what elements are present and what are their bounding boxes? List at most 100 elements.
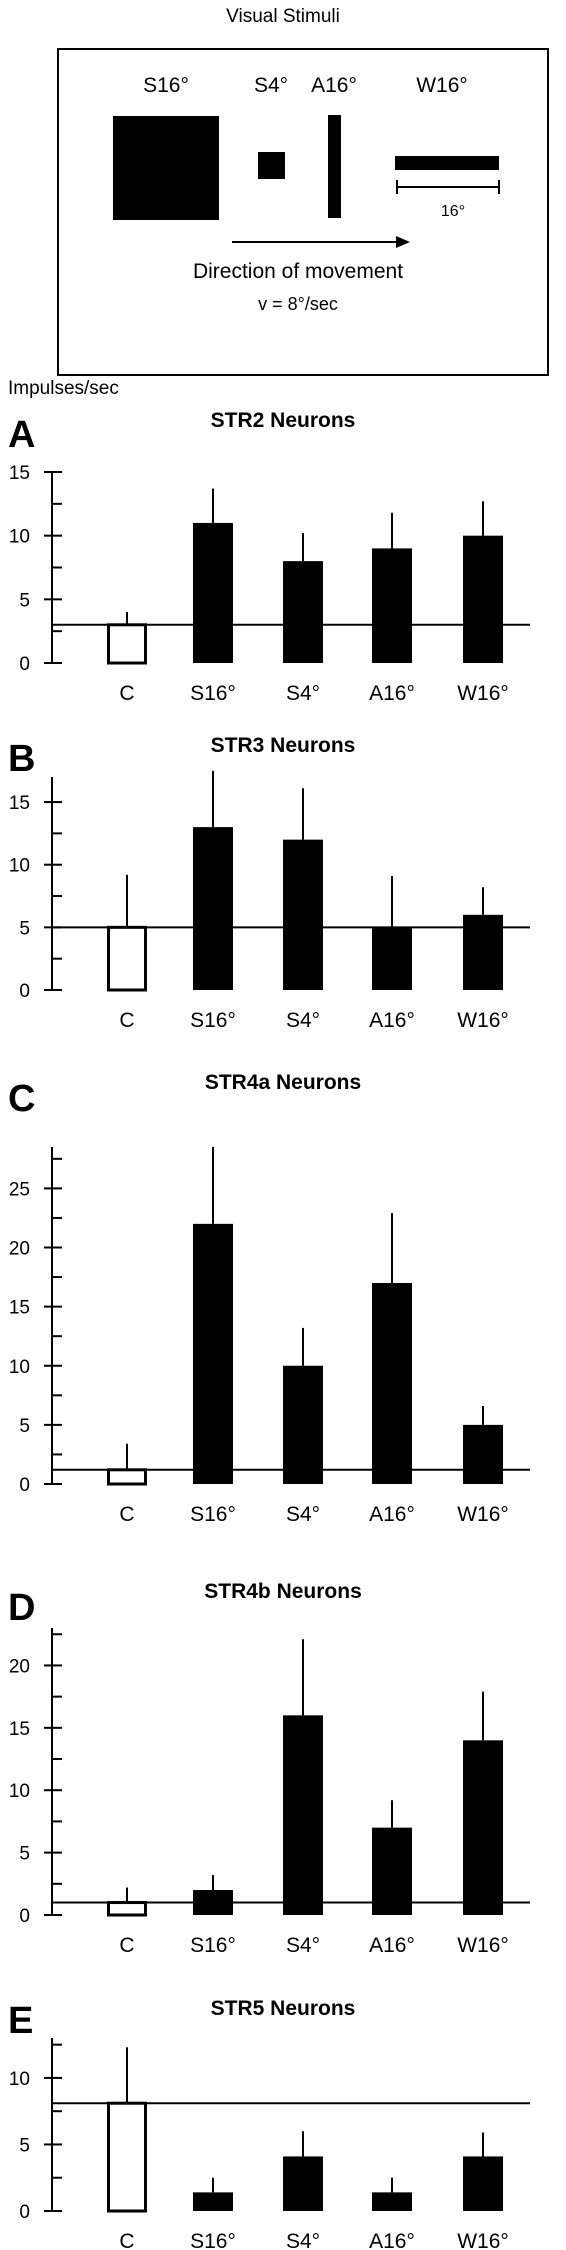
bar-c-1: [193, 1223, 233, 1484]
y-tick-label-d: 10: [9, 1781, 30, 1802]
x-tick-label-b: A16°: [369, 1009, 415, 1032]
velocity-label: v = 8°/sec: [258, 294, 338, 314]
x-tick-label-b: S4°: [286, 1009, 320, 1032]
bar-e-1: [193, 2192, 233, 2211]
bar-c-4: [463, 1424, 503, 1484]
x-tick-label-d: W16°: [457, 1934, 509, 1957]
chart-title-b: STR3 Neurons: [211, 734, 356, 757]
x-tick-label-e: S16°: [190, 2230, 236, 2250]
bar-a-2: [283, 561, 323, 663]
stimulus-shape-s16: [113, 116, 219, 220]
bar-e-4: [463, 2156, 503, 2211]
bar-b-0: [107, 925, 147, 992]
panel-letter-b: B: [8, 738, 35, 780]
chart-panel-b: B STR3 Neurons 0 5 10 15 C S16° S4° A16° W16°: [8, 734, 530, 1032]
stimuli-frame: [57, 48, 549, 376]
stimuli-title: Visual Stimuli: [226, 6, 340, 27]
scale-bar-label: 16°: [441, 203, 465, 220]
x-tick-label-c: C: [119, 1503, 134, 1526]
bar-a-3: [372, 548, 412, 663]
x-tick-label-d: C: [119, 1934, 134, 1957]
x-tick-label-b: C: [119, 1009, 134, 1032]
x-tick-label-a: S16°: [190, 682, 236, 705]
y-tick-label-c: 15: [9, 1298, 30, 1319]
stimulus-shape-w16: [395, 156, 499, 170]
bar-c-3: [372, 1282, 412, 1484]
stimulus-label-s16: S16°: [143, 74, 189, 97]
stimulus-label-s4: S4°: [254, 74, 288, 97]
y-tick-label-d: 15: [9, 1719, 30, 1740]
bar-a-0: [107, 623, 147, 665]
chart-panel-e: E STR5 Neurons 0 5 10 C S16° S4° A16° W16°: [8, 1997, 530, 2250]
y-tick-label-a: 5: [19, 590, 30, 611]
panel-letter-d: D: [8, 1587, 35, 1629]
bar-a-4: [463, 535, 503, 663]
y-tick-label-c: 20: [9, 1239, 30, 1260]
y-tick-label-a: 10: [9, 527, 30, 548]
bar-d-0: [107, 1901, 147, 1917]
scale-bar: [396, 180, 500, 194]
y-tick-label-c: 25: [9, 1179, 30, 1200]
direction-label: Direction of movement: [193, 260, 403, 283]
y-tick-label-a: 0: [19, 654, 30, 675]
x-tick-label-e: S4°: [286, 2230, 320, 2250]
x-tick-label-c: W16°: [457, 1503, 509, 1526]
bar-e-2: [283, 2156, 323, 2211]
y-tick-label-c: 10: [9, 1357, 30, 1378]
chart-panels: A STR2 Neurons 0 5 10 15 C S16° S4° A16° W16° B STR3…: [8, 409, 530, 2250]
y-tick-label-e: 10: [9, 2069, 30, 2090]
stimuli-schematic: Visual Stimuli S16° S4° A16° W16° 16° Di…: [57, 6, 549, 376]
stimulus-label-a16: A16°: [311, 74, 357, 97]
x-tick-label-a: S4°: [286, 682, 320, 705]
bar-d-2: [283, 1715, 323, 1915]
bar-c-2: [283, 1365, 323, 1484]
y-tick-label-d: 20: [9, 1656, 30, 1677]
bar-b-2: [283, 839, 323, 990]
y-tick-label-c: 5: [19, 1416, 30, 1437]
chart-title-d: STR4b Neurons: [204, 1580, 362, 1603]
bar-b-4: [463, 914, 503, 990]
x-tick-label-e: C: [119, 2230, 134, 2250]
y-tick-label-d: 5: [19, 1844, 30, 1865]
x-tick-label-a: W16°: [457, 682, 509, 705]
chart-title-a: STR2 Neurons: [211, 409, 356, 432]
bar-a-1: [193, 522, 233, 663]
x-tick-label-e: W16°: [457, 2230, 509, 2250]
x-tick-label-b: S16°: [190, 1009, 236, 1032]
panel-letter-e: E: [8, 2000, 33, 2042]
y-tick-label-c: 0: [19, 1475, 30, 1496]
x-tick-label-d: S4°: [286, 1934, 320, 1957]
x-tick-label-c: S16°: [190, 1503, 236, 1526]
y-tick-label-b: 5: [19, 918, 30, 939]
direction-arrow: [232, 236, 410, 248]
y-axis-label: Impulses/sec: [8, 378, 119, 399]
chart-title-e: STR5 Neurons: [211, 1997, 356, 2020]
x-tick-label-a: A16°: [369, 682, 415, 705]
bar-e-0: [107, 2101, 147, 2213]
chart-title-c: STR4a Neurons: [205, 1071, 361, 1094]
bar-d-4: [463, 1740, 503, 1915]
y-tick-label-b: 10: [9, 856, 30, 877]
bar-d-3: [372, 1827, 412, 1915]
chart-panel-c: C STR4a Neurons 0 5 10 15 20 25 C S16° S4° A16° W16°: [8, 1071, 530, 1526]
panel-letter-c: C: [8, 1078, 35, 1120]
y-tick-label-e: 0: [19, 2202, 30, 2223]
x-tick-label-b: W16°: [457, 1009, 509, 1032]
x-tick-label-e: A16°: [369, 2230, 415, 2250]
bar-b-3: [372, 927, 412, 990]
chart-panel-a: A STR2 Neurons 0 5 10 15 C S16° S4° A16° W16°: [8, 409, 530, 705]
x-tick-label-c: S4°: [286, 1503, 320, 1526]
y-tick-label-a: 15: [9, 463, 30, 484]
panel-letter-a: A: [8, 414, 35, 456]
bar-c-0: [107, 1468, 147, 1486]
y-tick-label-b: 15: [9, 793, 30, 814]
x-tick-label-c: A16°: [369, 1503, 415, 1526]
chart-panel-d: D STR4b Neurons 0 5 10 15 20 C S16° S4° A16° W16°: [8, 1580, 530, 1957]
bar-b-1: [193, 827, 233, 990]
y-tick-label-e: 5: [19, 2135, 30, 2156]
y-tick-label-d: 0: [19, 1906, 30, 1927]
bar-e-3: [372, 2192, 412, 2211]
x-tick-label-d: S16°: [190, 1934, 236, 1957]
y-tick-label-b: 0: [19, 981, 30, 1002]
